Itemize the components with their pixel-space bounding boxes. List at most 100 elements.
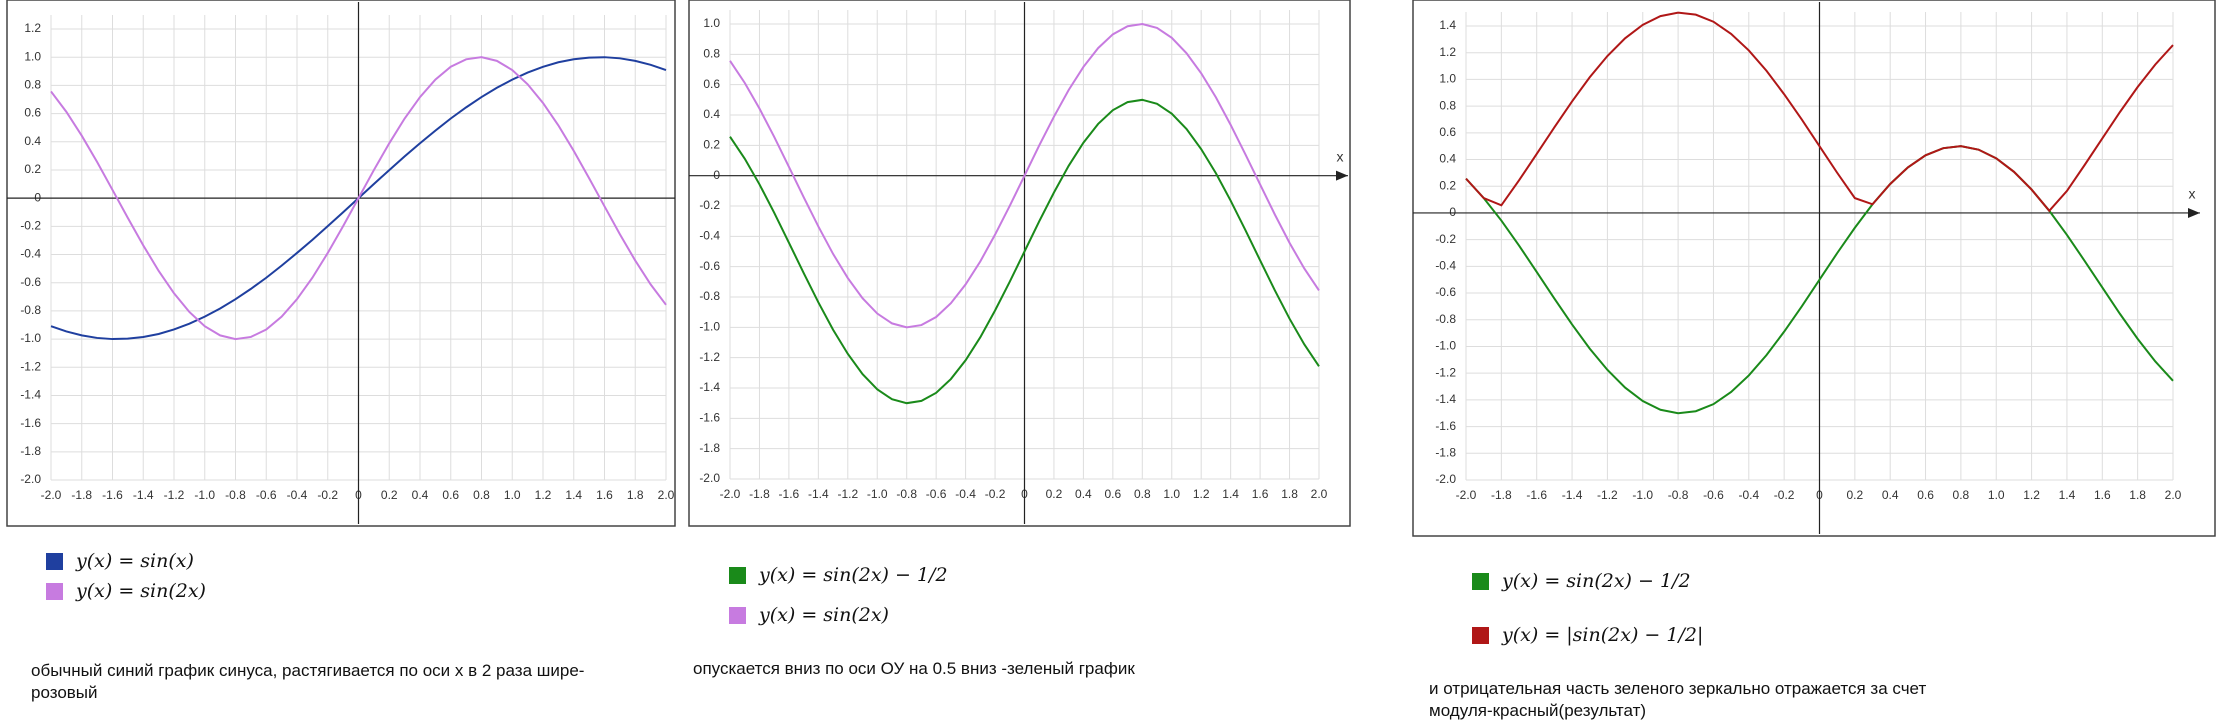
legend-swatch: [729, 567, 746, 584]
x-tick-label: -1.4: [1562, 488, 1583, 502]
series-line: [1465, 145, 2174, 415]
legend-label: y(x) = sin(2x): [758, 604, 889, 626]
legend-label: y(x) = sin(2x): [75, 580, 206, 602]
x-tick-label: -1.6: [779, 487, 800, 501]
y-tick-label: 0.2: [1439, 178, 1456, 192]
x-tick-label: -0.6: [926, 487, 947, 501]
y-tick-label: -0.4: [699, 229, 720, 243]
y-tick-label: -1.2: [699, 350, 720, 364]
y-tick-label: -0.4: [1435, 259, 1456, 273]
x-tick-label: 1.0: [1988, 488, 2005, 502]
legend-label: y(x) = |sin(2x) − 1/2|: [1501, 624, 1703, 646]
x-tick-label: -0.2: [317, 488, 338, 502]
x-tick-label: -1.6: [1526, 488, 1547, 502]
y-tick-label: 1.0: [703, 16, 720, 30]
y-tick-label: 0.8: [1439, 98, 1456, 112]
legend-label: y(x) = sin(2x) − 1/2: [758, 564, 948, 586]
x-tick-label: 0.4: [412, 488, 429, 502]
caption: обычный синий график синуса, растягивает…: [31, 661, 585, 702]
x-tick-label: 1.8: [627, 488, 644, 502]
y-tick-label: -1.2: [20, 359, 41, 373]
x-tick-label: -1.2: [1597, 488, 1618, 502]
y-tick-label: -2.0: [699, 471, 720, 485]
y-tick-label: -0.2: [699, 198, 720, 212]
x-tick-label: 0.6: [1917, 488, 1934, 502]
x-tick-label: 1.2: [535, 488, 552, 502]
y-tick-label: -0.6: [1435, 285, 1456, 299]
x-tick-label: 0.8: [1953, 488, 1970, 502]
x-tick-label: 2.0: [1311, 487, 1328, 501]
y-tick-label: -1.2: [1435, 365, 1456, 379]
y-tick-label: 0.6: [1439, 125, 1456, 139]
x-tick-label: -1.4: [133, 488, 154, 502]
y-tick-label: 1.2: [1439, 45, 1456, 59]
x-tick-label: -0.2: [985, 487, 1006, 501]
legend-label: y(x) = sin(x): [75, 550, 194, 572]
legend-swatch: [46, 553, 63, 570]
y-tick-label: 0.4: [1439, 152, 1456, 166]
y-tick-label: 0.6: [703, 77, 720, 91]
y-tick-label: -0.8: [1435, 312, 1456, 326]
x-tick-label: -1.8: [749, 487, 770, 501]
caption: опускается вниз по оси ОУ на 0.5 вниз -з…: [693, 659, 1135, 678]
y-tick-label: 0.6: [24, 106, 41, 120]
x-tick-label: -0.6: [1703, 488, 1724, 502]
y-tick-label: 0: [34, 190, 41, 204]
x-tick-label: -1.2: [164, 488, 185, 502]
y-tick-label: -0.8: [20, 303, 41, 317]
x-tick-label: -0.8: [896, 487, 917, 501]
x-tick-label: 1.6: [2094, 488, 2111, 502]
series-line: [729, 22, 1320, 329]
y-tick-label: -1.4: [20, 388, 41, 402]
x-tick-label: 0.2: [1046, 487, 1063, 501]
y-tick-label: -1.4: [699, 380, 720, 394]
x-tick-label: -1.0: [194, 488, 215, 502]
panel-frame: [1412, 0, 2216, 537]
x-tick-label: 1.6: [596, 488, 613, 502]
y-tick-label: 1.2: [24, 21, 41, 35]
x-tick-label: -1.0: [1632, 488, 1653, 502]
y-tick-label: -1.8: [699, 441, 720, 455]
y-tick-label: -1.0: [699, 320, 720, 334]
legend-swatch: [1472, 627, 1489, 644]
y-tick-label: 0.4: [24, 134, 41, 148]
x-tick-label: 2.0: [2165, 488, 2182, 502]
y-tick-label: 0.2: [703, 138, 720, 152]
y-tick-label: -0.4: [20, 247, 41, 261]
x-tick-label: -1.2: [837, 487, 858, 501]
x-tick-label: 1.2: [1193, 487, 1210, 501]
x-tick-label: -1.0: [867, 487, 888, 501]
x-tick-label: -2.0: [41, 488, 62, 502]
x-tick-label: 1.4: [1222, 487, 1239, 501]
x-tick-label: -1.6: [102, 488, 123, 502]
x-tick-label: 0.8: [1134, 487, 1151, 501]
y-tick-label: -1.6: [20, 416, 41, 430]
y-tick-label: 1.0: [1439, 72, 1456, 86]
x-tick-label: -0.4: [955, 487, 976, 501]
legend-swatch: [729, 607, 746, 624]
series-line: [1465, 11, 2174, 213]
x-tick-label: 1.0: [1163, 487, 1180, 501]
y-tick-label: 0.4: [703, 107, 720, 121]
y-tick-label: -0.6: [699, 259, 720, 273]
legend-swatch: [1472, 573, 1489, 590]
x-axis-arrow: [1336, 170, 1348, 181]
x-tick-label: -1.8: [71, 488, 92, 502]
y-tick-label: 0.8: [24, 78, 41, 92]
x-tick-label: 1.8: [2129, 488, 2146, 502]
x-tick-label: 0.4: [1882, 488, 1899, 502]
x-tick-label: 0.8: [473, 488, 490, 502]
x-tick-label: -0.8: [1668, 488, 1689, 502]
x-tick-label: -0.4: [1738, 488, 1759, 502]
x-tick-label: 1.8: [1281, 487, 1298, 501]
x-tick-label: 2.0: [658, 488, 675, 502]
x-tick-label: 0.6: [442, 488, 459, 502]
y-tick-label: -0.2: [20, 218, 41, 232]
y-tick-label: -0.2: [1435, 232, 1456, 246]
x-tick-label: -1.8: [1491, 488, 1512, 502]
x-tick-label: -0.8: [225, 488, 246, 502]
y-tick-label: -1.0: [20, 331, 41, 345]
y-tick-label: -1.6: [699, 411, 720, 425]
x-tick-label: -2.0: [720, 487, 741, 501]
